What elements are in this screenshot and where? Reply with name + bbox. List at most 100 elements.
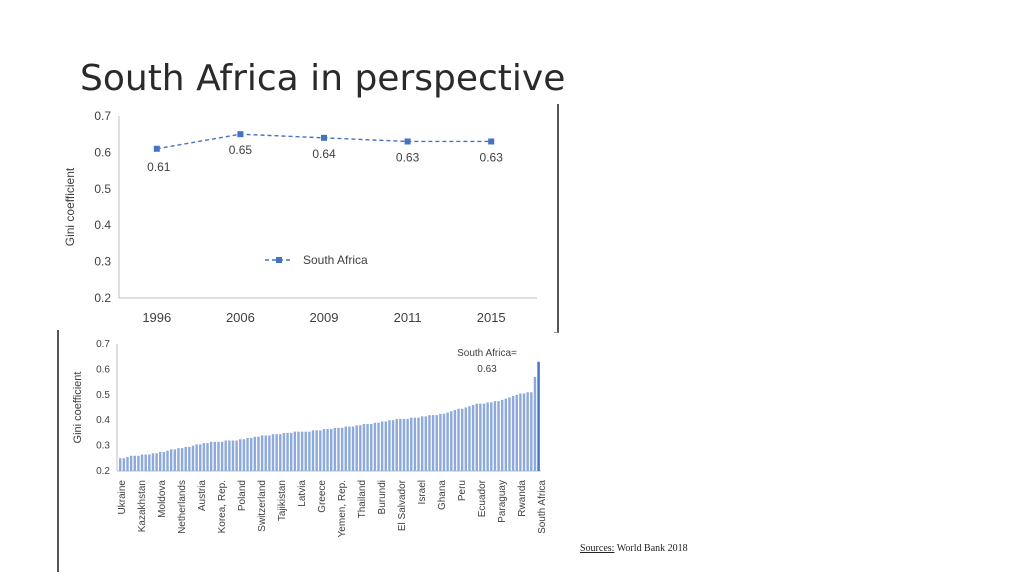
bar [206,443,209,471]
bar [439,413,442,471]
legend-marker [276,257,282,263]
x-tick-label: Paraguay [497,480,508,523]
y-axis-label: Gini coefficient [72,372,84,444]
bar [231,440,235,471]
bar [413,417,417,471]
bar [340,427,344,471]
x-tick-label: Korea, Rep. [217,480,228,533]
bar [257,436,260,471]
bar [493,401,497,471]
bar [249,437,253,471]
x-tick-label: South Africa [537,480,548,534]
bar [410,417,413,471]
bar [166,450,169,471]
x-tick-label: 2009 [310,310,339,325]
bar [380,421,384,471]
bar [195,444,198,471]
bar [275,434,278,471]
bar [500,399,504,471]
bar [289,432,293,471]
sources-note: Sources: World Bank 2018 [580,543,688,554]
data-point [321,134,327,141]
bar [322,429,326,471]
bar [377,422,380,471]
bar [242,439,246,471]
bar [260,435,264,471]
bar [137,455,140,471]
bar [209,441,213,471]
bar [122,458,126,471]
y-tick-label: 0.4 [96,415,110,426]
bar [406,418,409,471]
x-tick-label: 2006 [226,310,255,325]
sources-label: Sources: [580,543,615,554]
x-tick-label: Ukraine [117,480,128,515]
bar [235,440,238,471]
bar [286,432,289,471]
bar [177,448,180,471]
bar [460,408,464,471]
y-tick-label: 0.6 [96,364,110,375]
bar [319,430,322,471]
bar [450,411,453,471]
bar [355,425,358,471]
bar [431,415,435,471]
data-label: 0.63 [480,150,504,164]
bar [490,402,493,471]
bar [173,449,177,471]
bar [475,403,478,471]
bar [148,454,151,471]
bar [533,377,537,471]
y-tick-label: 0.7 [94,109,111,123]
bar [522,393,526,471]
x-tick-label: Thailand [357,480,368,518]
annotation-value: 0.63 [477,364,497,375]
bar [264,435,267,471]
bar [435,415,438,471]
bar [482,403,486,471]
annotation-label: South Africa= [457,348,517,359]
bar [359,425,362,471]
bar [217,441,220,471]
bar [239,439,242,471]
bar [119,458,122,471]
bar [315,430,318,471]
bar [279,434,282,471]
bar [530,392,533,471]
data-label: 0.64 [312,147,336,161]
bar [268,435,271,471]
bar [384,421,388,471]
bar [228,440,231,471]
bar [417,417,420,471]
bar [453,410,457,471]
y-tick-label: 0.7 [96,339,110,350]
bar [362,424,366,471]
x-tick-label: Greece [317,480,328,513]
x-tick-label: Ecuador [477,479,488,517]
bar [479,403,482,471]
bar [311,430,315,471]
bar [213,441,217,471]
x-tick-label: Moldova [157,480,168,518]
bar [326,429,329,471]
bar-south-africa [537,361,540,471]
x-tick-label: Israel [417,480,428,504]
bar [526,392,529,471]
bar [129,455,133,471]
bar [348,426,351,471]
bar [366,424,369,471]
bar [519,393,522,471]
gini-trend-chart: 0.2 0.3 0.4 0.5 0.6 0.7 Gini coefficient 1996 20… [63,109,537,325]
bar [511,396,515,471]
bar [126,457,129,471]
x-tick-label: Kazakhstan [137,480,148,532]
x-tick-label: 1996 [142,310,171,325]
bar [468,406,471,471]
y-tick-label: 0.3 [94,255,111,269]
x-tick-label: Yemen, Rep. [337,480,348,537]
y-tick-label: 0.5 [94,182,111,196]
bar [224,440,227,471]
x-tick-label: Tajikistan [277,480,288,521]
x-tick-label: Latvia [297,480,308,507]
slide-title: South Africa in perspective [80,58,566,99]
